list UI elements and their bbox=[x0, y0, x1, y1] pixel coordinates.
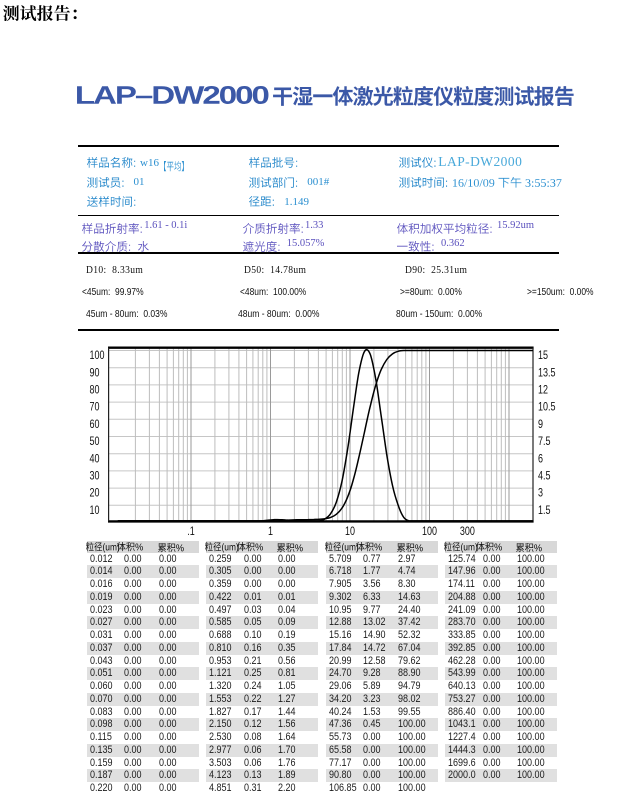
svg-text:100: 100 bbox=[422, 525, 437, 538]
svg-text:12: 12 bbox=[538, 384, 548, 397]
svg-text:3: 3 bbox=[538, 487, 543, 500]
svg-text:40: 40 bbox=[90, 452, 100, 465]
svg-text:80: 80 bbox=[90, 384, 100, 397]
svg-text:300: 300 bbox=[460, 525, 475, 538]
svg-text:10.5: 10.5 bbox=[538, 401, 556, 414]
svg-text:15: 15 bbox=[538, 349, 548, 362]
svg-text:.1: .1 bbox=[187, 525, 195, 538]
svg-text:6: 6 bbox=[538, 452, 543, 465]
svg-text:10: 10 bbox=[90, 504, 100, 517]
svg-text:13.5: 13.5 bbox=[538, 366, 556, 379]
svg-text:70: 70 bbox=[90, 401, 100, 414]
svg-text:9: 9 bbox=[538, 418, 543, 431]
svg-text:7.5: 7.5 bbox=[538, 435, 551, 448]
svg-text:10: 10 bbox=[345, 525, 355, 538]
svg-text:1.5: 1.5 bbox=[538, 504, 551, 517]
svg-text:4.5: 4.5 bbox=[538, 470, 551, 483]
svg-text:1: 1 bbox=[268, 525, 273, 538]
svg-text:50: 50 bbox=[90, 435, 100, 448]
svg-text:90: 90 bbox=[90, 366, 100, 379]
svg-text:100: 100 bbox=[90, 349, 105, 362]
svg-text:20: 20 bbox=[90, 487, 100, 500]
svg-text:60: 60 bbox=[90, 418, 100, 431]
svg-text:30: 30 bbox=[90, 470, 100, 483]
